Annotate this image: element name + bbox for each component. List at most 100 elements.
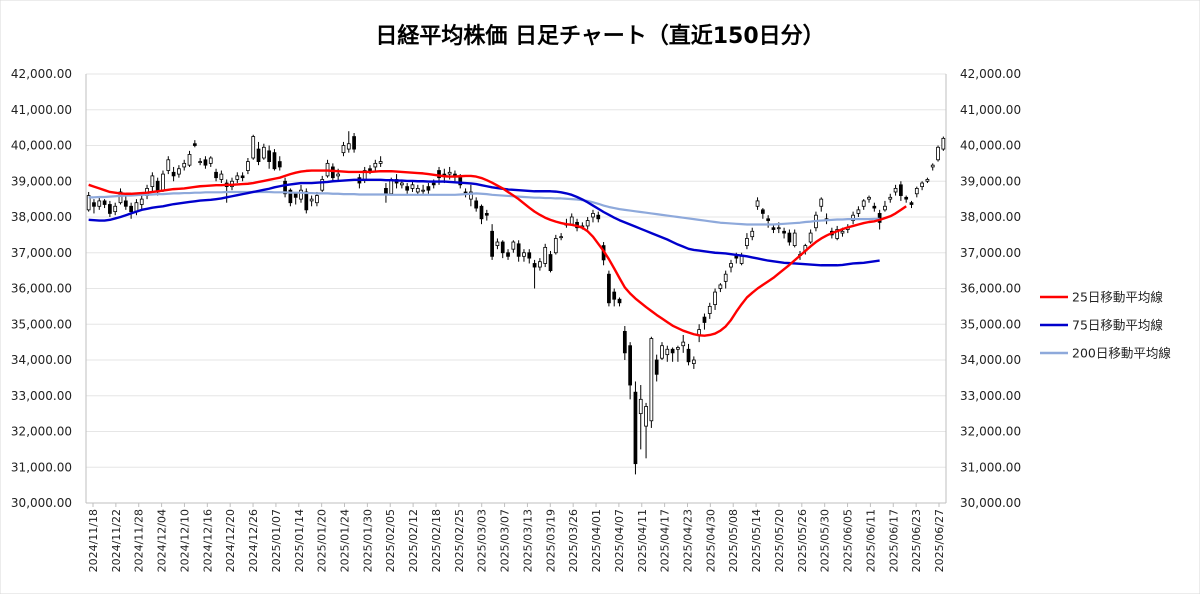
legend-label: 200日移動平均線	[1072, 346, 1171, 361]
y-axis-left: 30,000.00 31,000.00 32,000.00 33,000.00 34,0…	[11, 67, 72, 510]
candle-up	[585, 220, 590, 227]
x-tick-label: 2025/05/14	[750, 509, 763, 572]
candle-up	[649, 338, 654, 422]
y-tick-label-left: 42,000.00	[11, 67, 72, 81]
candle-up	[638, 398, 643, 415]
candle-down	[437, 170, 441, 179]
candle-up	[522, 252, 526, 257]
candle-up	[86, 195, 91, 211]
x-tick-label: 2024/11/18	[87, 509, 100, 572]
candle-down	[607, 273, 611, 304]
x-tick-label: 2025/03/03	[476, 509, 489, 572]
candle-down	[612, 291, 617, 300]
candle-up	[187, 154, 192, 166]
candle-up	[835, 229, 840, 239]
candle-up	[681, 341, 686, 347]
ma-line-1	[88, 178, 880, 267]
x-tick-label: 2025/05/20	[773, 509, 786, 572]
x-tick-label: 2025/03/13	[521, 509, 534, 572]
candle-up	[676, 347, 680, 350]
ma-line-0	[88, 169, 907, 337]
candle-up	[161, 173, 165, 191]
candle-down	[484, 213, 489, 216]
x-tick-label: 2025/02/18	[430, 509, 443, 572]
y-tick-label-right: 42,000.00	[960, 67, 1021, 81]
y-tick-label-left: 34,000.00	[11, 353, 72, 367]
candle-up	[447, 171, 452, 175]
x-tick-label: 2025/06/17	[887, 509, 900, 572]
candle-down	[108, 204, 112, 214]
x-tick-label: 2024/11/22	[110, 509, 123, 572]
candle-up	[373, 162, 378, 168]
y-tick-label-left: 36,000.00	[11, 282, 72, 296]
y-tick-label-left: 41,000.00	[11, 103, 72, 117]
candle-up	[745, 238, 749, 246]
candle-up	[341, 145, 346, 154]
candle-down	[702, 316, 707, 323]
candle-up	[914, 187, 919, 195]
y-tick-label-left: 30,000.00	[11, 496, 72, 510]
candle-down	[214, 171, 218, 179]
candle-up	[660, 345, 664, 359]
candle-down	[622, 330, 627, 354]
y-tick-label-left: 40,000.00	[11, 139, 72, 153]
candle-up	[819, 198, 824, 207]
candle-up	[808, 232, 813, 243]
candle-down	[734, 255, 739, 259]
candle-down	[548, 254, 553, 272]
x-tick-label: 2024/12/20	[224, 509, 237, 572]
y-axis-right: 30,000.00 31,000.00 32,000.00 33,000.00 34,0…	[960, 67, 1021, 510]
y-tick-label-left: 35,000.00	[11, 317, 72, 331]
candle-up	[930, 164, 935, 168]
candle-up	[840, 230, 845, 234]
y-tick-label-right: 37,000.00	[960, 246, 1021, 260]
candle-down	[283, 180, 287, 195]
candle-down	[633, 391, 638, 465]
candle-down	[192, 143, 197, 146]
candle-up	[718, 284, 723, 289]
candle-up	[543, 246, 548, 264]
x-tick-label: 2024/12/04	[156, 509, 169, 572]
candle-up	[208, 157, 213, 164]
y-tick-label-right: 32,000.00	[960, 425, 1021, 439]
x-tick-label: 2025/01/20	[316, 509, 329, 572]
candle-down	[782, 230, 786, 234]
candle-down	[304, 191, 309, 211]
candle-down	[256, 148, 261, 162]
candle-down	[760, 209, 765, 214]
candle-down	[516, 243, 521, 257]
candle-up	[150, 175, 155, 188]
y-tick-label-right: 40,000.00	[960, 139, 1021, 153]
candle-up	[644, 406, 648, 427]
x-tick-label: 2025/03/19	[544, 509, 557, 572]
x-tick-label: 2025/04/01	[590, 509, 603, 572]
candle-down	[532, 263, 537, 268]
candle-up	[219, 173, 224, 180]
x-tick-label: 2025/05/30	[819, 509, 832, 572]
candle-up	[113, 205, 118, 213]
candle-up	[856, 209, 861, 214]
x-tick-label: 2025/04/17	[659, 509, 672, 572]
candle-down	[766, 218, 771, 221]
candle-up	[925, 179, 930, 182]
candle-down	[384, 187, 388, 195]
candle-down	[617, 298, 622, 304]
candle-up	[792, 232, 797, 246]
candle-up	[389, 179, 394, 195]
candle-up	[378, 161, 383, 164]
candle-up	[723, 273, 728, 282]
candle-up	[177, 168, 181, 175]
candle-up	[851, 214, 855, 221]
candle-down	[787, 232, 792, 243]
candle-up	[729, 263, 733, 268]
candle-down	[479, 205, 484, 220]
y-tick-label-right: 30,000.00	[960, 496, 1021, 510]
candle-up	[299, 189, 303, 200]
candle-down	[500, 241, 505, 254]
y-tick-label-left: 31,000.00	[11, 460, 72, 474]
candle-up	[941, 137, 946, 150]
candle-up	[511, 241, 516, 250]
axes	[85, 74, 947, 504]
candle-up	[235, 175, 240, 180]
